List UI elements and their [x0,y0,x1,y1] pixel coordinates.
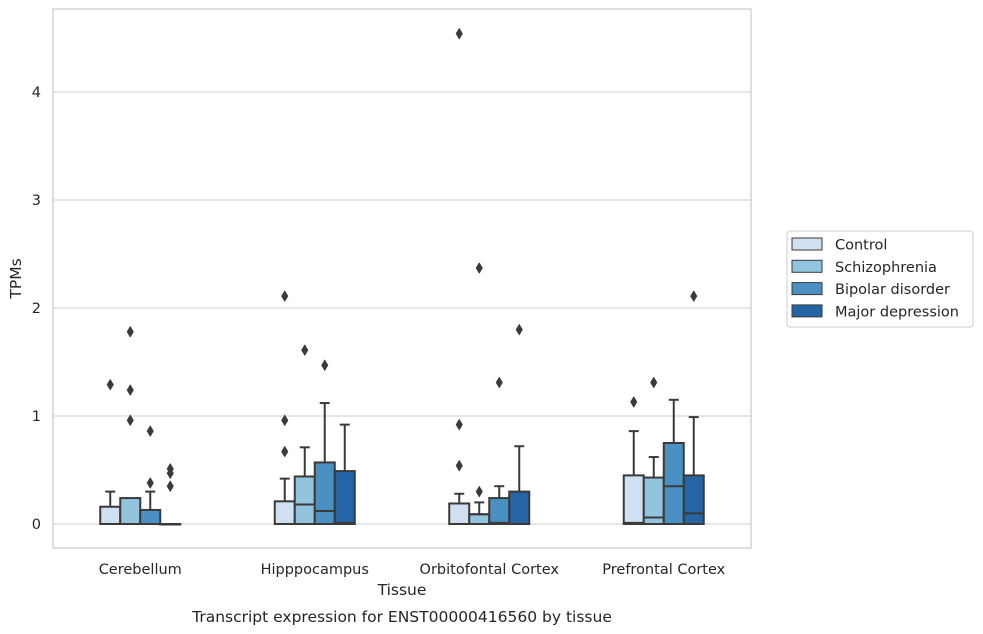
y-tick-label-1: 1 [32,409,41,425]
box-schizophrenia-orbitofontal-cortex [468,262,491,526]
box-body [313,461,336,526]
grid-lines [53,91,751,525]
outlier-point [126,384,134,397]
outlier-point [475,485,483,498]
box-body [488,497,511,525]
x-tick-label-cerebellum: Cerebellum [99,562,182,578]
x-tick-label-hipppocampus: Hipppocampus [261,562,369,578]
outlier-point [166,480,174,493]
y-tick-label-0: 0 [32,517,41,533]
legend-swatch [791,259,823,273]
x-tick-label-prefrontal-cortex: Prefrontal Cortex [602,562,725,578]
outlier-point [146,425,154,438]
box-body [682,474,705,525]
box-major-depression-orbitofontal-cortex [508,323,531,526]
box-body [622,474,645,525]
box-control-cerebellum [99,378,122,526]
y-tick-label-3: 3 [32,193,41,209]
box-control-orbitofontal-cortex [448,27,471,526]
outlier-point [301,344,309,357]
outlier-point [455,418,463,431]
outlier-point [455,27,463,40]
legend-swatch [791,304,823,318]
outlier-point [106,378,114,391]
outlier-point [630,395,638,408]
outlier-point [126,325,134,338]
x-axis-ticks: Cerebellum Hipppocampus Orbitofontal Corte… [99,562,726,578]
y-axis-ticks: 0 1 2 3 4 [32,85,41,533]
outlier-point [281,445,289,458]
legend-swatch [791,237,823,251]
box-major-depression-prefrontal-cortex [682,290,705,525]
chart-caption: Transcript expression for ENST0000041656… [191,608,612,626]
outlier-point [495,376,503,389]
box-bipolar-disorder-orbitofontal-cortex [488,376,511,525]
legend-label: Major depression [835,304,959,320]
box-bipolar-disorder-prefrontal-cortex [662,398,685,525]
outlier-point [281,290,289,303]
legend-label: Control [835,238,887,254]
box-schizophrenia-cerebellum [119,325,142,525]
box-marks [99,27,705,526]
legend-item-bipolar-disorder: Bipolar disorder [791,282,950,298]
legend-label: Schizophrenia [835,260,937,276]
box-body [139,508,162,525]
outlier-point [475,262,483,275]
outlier-point [281,414,289,427]
box-major-depression-cerebellum [159,462,182,526]
legend-frame [786,230,974,328]
box-major-depression-hipppocampus [333,423,356,525]
x-axis-label: Tissue [377,581,427,599]
box-body [119,497,142,525]
outlier-point [650,376,658,389]
legend-item-schizophrenia: Schizophrenia [791,259,937,276]
outlier-point [126,414,134,427]
outlier-point [321,359,329,372]
box-body [293,475,316,526]
legend: Control Schizophrenia Bipolar disorder Majo… [786,230,974,328]
x-tick-label-orbitofontal-cortex: Orbitofontal Cortex [420,562,560,578]
box-bipolar-disorder-hipppocampus [313,359,336,526]
box-bipolar-disorder-cerebellum [139,425,162,525]
outlier-point [515,323,523,336]
y-tick-label-2: 2 [32,301,41,317]
box-schizophrenia-prefrontal-cortex [642,376,665,525]
box-body [448,502,471,526]
box-control-hipppocampus [273,290,296,526]
y-axis-label: TPMs [7,258,25,299]
outlier-point [690,290,698,303]
y-tick-label-4: 4 [32,85,41,101]
box-body [99,505,122,526]
legend-item-control: Control [791,237,887,254]
outlier-point [455,459,463,472]
outlier-point [166,462,174,475]
box-body [333,470,356,525]
box-control-prefrontal-cortex [622,395,645,525]
outlier-point [146,476,154,489]
legend-swatch [791,282,823,296]
legend-item-major-depression: Major depression [791,304,959,320]
plot-area-frame [52,8,752,549]
box-body [662,442,685,525]
box-schizophrenia-hipppocampus [293,344,316,526]
legend-label: Bipolar disorder [835,282,950,298]
box-body [273,500,296,526]
box-body [468,513,491,526]
box-body [508,490,531,526]
